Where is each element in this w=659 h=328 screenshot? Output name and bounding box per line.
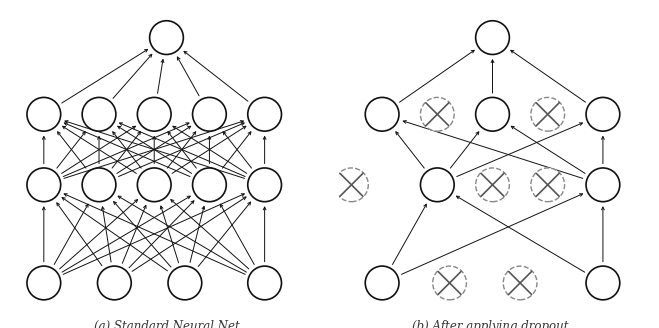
Circle shape xyxy=(27,266,61,300)
Circle shape xyxy=(82,97,116,131)
Circle shape xyxy=(586,266,619,300)
Circle shape xyxy=(27,168,61,202)
Circle shape xyxy=(98,266,131,300)
Circle shape xyxy=(335,168,368,202)
Circle shape xyxy=(476,168,509,202)
Circle shape xyxy=(420,97,454,131)
Circle shape xyxy=(365,97,399,131)
Circle shape xyxy=(531,97,565,131)
Circle shape xyxy=(586,97,619,131)
Circle shape xyxy=(150,21,183,54)
Circle shape xyxy=(248,168,281,202)
Text: (a) Standard Neural Net: (a) Standard Neural Net xyxy=(94,320,239,328)
Circle shape xyxy=(27,97,61,131)
Circle shape xyxy=(476,21,509,54)
Circle shape xyxy=(420,168,454,202)
Circle shape xyxy=(248,97,281,131)
Circle shape xyxy=(137,168,171,202)
Circle shape xyxy=(531,168,565,202)
Circle shape xyxy=(476,97,509,131)
Text: (b) After applying dropout.: (b) After applying dropout. xyxy=(413,320,573,328)
Circle shape xyxy=(137,97,171,131)
Circle shape xyxy=(365,266,399,300)
Circle shape xyxy=(248,266,281,300)
Circle shape xyxy=(82,168,116,202)
Circle shape xyxy=(192,97,226,131)
Circle shape xyxy=(168,266,202,300)
Circle shape xyxy=(503,266,537,300)
Circle shape xyxy=(192,168,226,202)
Circle shape xyxy=(586,168,619,202)
Circle shape xyxy=(433,266,467,300)
